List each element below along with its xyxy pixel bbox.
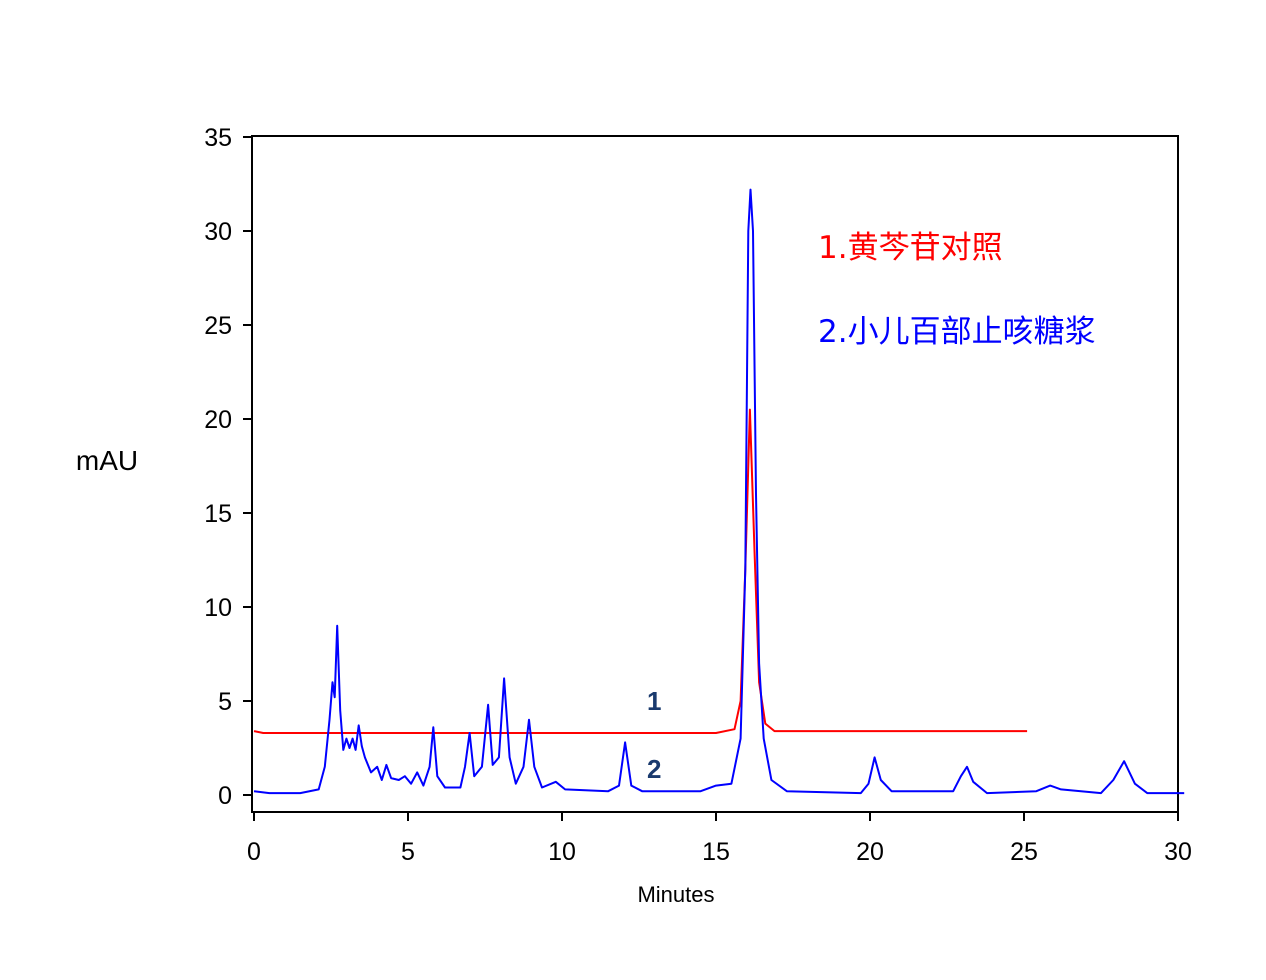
y-axis-ticks: 0 5 10 15 20 25 30 35 [204, 124, 252, 810]
x-tick-label: 25 [1010, 838, 1038, 866]
x-tick-label: 15 [702, 838, 730, 866]
y-tick-label: 30 [204, 218, 232, 246]
x-tick-label: 5 [401, 838, 415, 866]
series-layer [253, 188, 1185, 795]
y-tick-label: 5 [218, 688, 232, 716]
series-2-line [253, 188, 1185, 795]
y-tick-label: 15 [204, 500, 232, 528]
y-tick-label: 0 [218, 782, 232, 810]
x-tick-label: 30 [1164, 838, 1192, 866]
x-tick-label: 0 [247, 838, 261, 866]
y-tick-label: 20 [204, 406, 232, 434]
series-1-line [253, 408, 1028, 734]
y-tick-label: 35 [204, 124, 232, 152]
y-tick-label: 10 [204, 594, 232, 622]
legend-entry-2: 2.小儿百部止咳糖浆 [818, 314, 1096, 350]
y-axis-title: mAU [76, 445, 138, 476]
curve-label-1: 1 [647, 686, 661, 716]
legend-entry-1: 1.黄芩苷对照 [818, 230, 1003, 266]
x-axis-ticks: 0 5 10 15 20 25 30 [247, 812, 1192, 866]
plot-frame [251, 135, 1179, 813]
curve-label-2: 2 [647, 754, 661, 784]
y-tick-label: 25 [204, 312, 232, 340]
x-tick-label: 20 [856, 838, 884, 866]
x-axis-title: Minutes [637, 882, 714, 907]
x-tick-label: 10 [548, 838, 576, 866]
